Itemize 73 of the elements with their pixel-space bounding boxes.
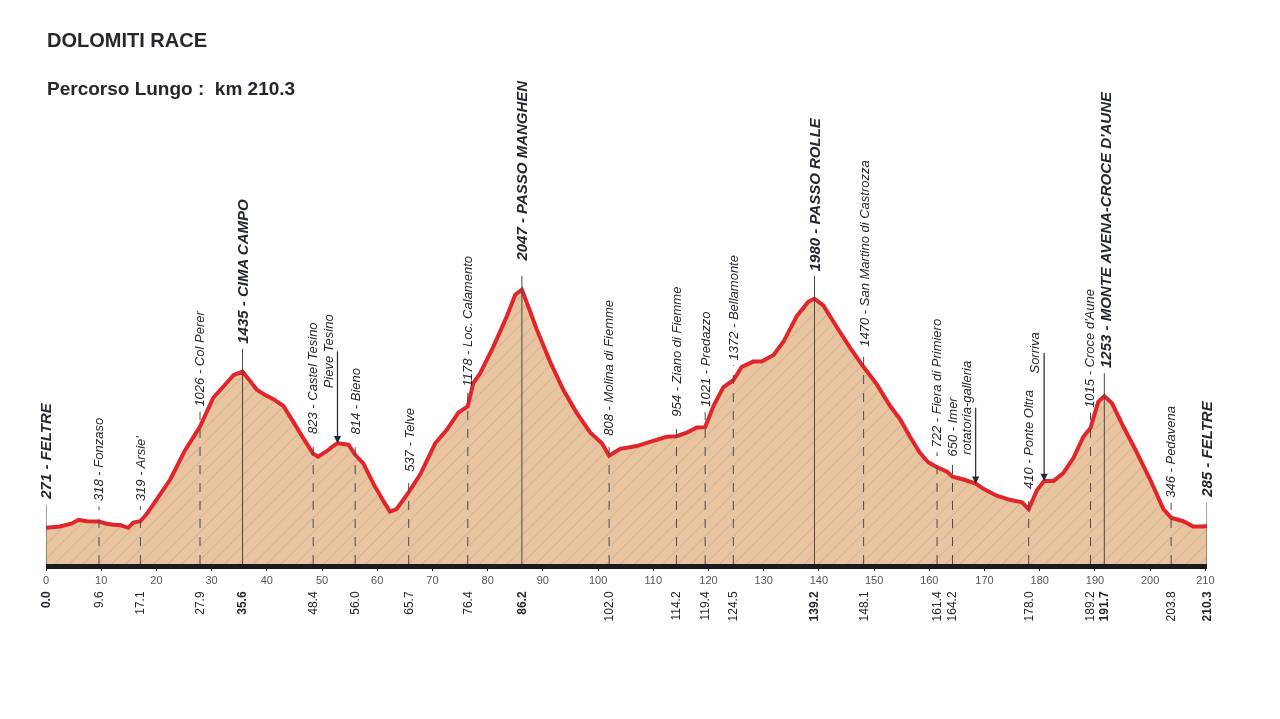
- x2-tick-label: 0.0: [38, 591, 53, 609]
- x2-tick-label: 189.2: [1083, 591, 1098, 622]
- x2-tick-label: 86.2: [514, 591, 529, 615]
- x-tick-label: 180: [1030, 574, 1049, 587]
- x-tick-label: 50: [315, 574, 329, 587]
- x2-tick-label: 56.0: [348, 591, 363, 615]
- x2-tick-label: 9.6: [91, 591, 106, 609]
- annotation: Sorriva: [1026, 332, 1042, 374]
- x2-tick-label: 27.9: [192, 591, 207, 615]
- annotation: 271 - FELTRE: [37, 402, 55, 500]
- annotation: 1015 - Croce d'Aune: [1081, 289, 1097, 408]
- x-tick-label: 70: [426, 574, 439, 587]
- x-tick-label: 0: [42, 574, 50, 587]
- x2-tick-label: 191.7: [1097, 591, 1112, 622]
- annotation: 410 - Ponte Oltra: [1020, 390, 1036, 490]
- x-tick-label: 100: [588, 574, 608, 587]
- x-tick-label: 130: [754, 574, 773, 587]
- x2-tick-label: 17.1: [133, 591, 148, 615]
- x-tick-label: 140: [809, 574, 829, 587]
- x2-tick-label: 35.6: [235, 591, 250, 615]
- x2-tick-label: 48.4: [306, 591, 321, 615]
- annotation: 2047 - PASSO MANGHEN: [513, 79, 531, 262]
- x-tick-label: 200: [1140, 574, 1160, 587]
- annotation: 722 - Fiera di Primiero: [929, 318, 945, 448]
- x-tick-label: 150: [864, 574, 884, 587]
- annotation: 1253 - MONTE AVENA-CROCE D'AUNE: [1096, 90, 1114, 369]
- annotation: 808 - Molina di Fiemme: [601, 299, 617, 436]
- x2-tick-label: 76.4: [460, 591, 475, 615]
- x2-tick-label: 102.0: [602, 591, 617, 622]
- annotation: 285 - FELTRE: [1198, 400, 1216, 498]
- x-tick-label: 110: [644, 574, 663, 587]
- annotation: Pieve Tesino: [320, 314, 336, 389]
- annotation: 1435 - CIMA CAMPO: [234, 198, 252, 344]
- x2-tick-label: 210.3: [1199, 591, 1214, 622]
- x2-tick-label: 178.0: [1021, 591, 1036, 622]
- x-tick-label: 120: [699, 574, 718, 587]
- annotation: 346 - Pedavena: [1163, 405, 1179, 498]
- annotation: 650 - Imer: [944, 396, 960, 457]
- x-tick-label: 30: [205, 574, 218, 587]
- x2-tick-label: 164.2: [945, 591, 960, 622]
- x2-tick-label: 139.2: [807, 591, 822, 622]
- x2-tick-label: 203.8: [1164, 591, 1179, 622]
- x-tick-label: 60: [371, 574, 384, 587]
- annotation: 318 - Fonzaso: [91, 417, 107, 501]
- x2-tick-label: 114.2: [669, 591, 684, 621]
- annotation: 1021 - Predazzo: [697, 311, 713, 407]
- x-tick-label: 190: [1085, 574, 1105, 587]
- x-tick-label: 20: [150, 574, 163, 587]
- x-tick-label: 80: [481, 574, 494, 587]
- x2-tick-label: 65.7: [401, 591, 416, 615]
- annotation: 1980 - PASSO ROLLE: [805, 117, 823, 272]
- chart-subtitle: Percorso Lungo : km 210.3: [47, 77, 296, 99]
- annotation: rotatoria-galleria: [958, 360, 974, 455]
- annotation: 954 - Ziano di Fiemme: [669, 286, 685, 417]
- x2-tick-label: 148.1: [856, 591, 871, 622]
- x2-tick-label: 119.4: [698, 591, 713, 621]
- x-tick-label: 160: [920, 574, 939, 587]
- annotation: 1178 - Loc. Calamento: [459, 256, 475, 387]
- annotation: 814 - Bieno: [347, 367, 363, 435]
- x-tick-label: 90: [536, 574, 549, 587]
- x2-tick-label: 124.5: [726, 591, 741, 622]
- x-tick-label: 210: [1196, 574, 1215, 587]
- x-tick-label: 40: [260, 574, 273, 587]
- x-tick-label: 170: [975, 574, 994, 587]
- x-tick-label: 10: [95, 574, 108, 587]
- annotation: 1026 - Col Perer: [192, 310, 208, 407]
- annotation: 319 - Arsie': [132, 435, 148, 502]
- annotation: 1372 - Bellamonte: [726, 255, 742, 361]
- annotation: 823 - Castel Tesino: [305, 322, 321, 434]
- x2-tick-label: 161.4: [929, 591, 944, 622]
- annotation: 537 - Telve: [401, 408, 417, 472]
- annotation: 1470 - San Martino di Castrozza: [856, 160, 872, 347]
- chart-title: DOLOMITI RACE: [47, 29, 207, 51]
